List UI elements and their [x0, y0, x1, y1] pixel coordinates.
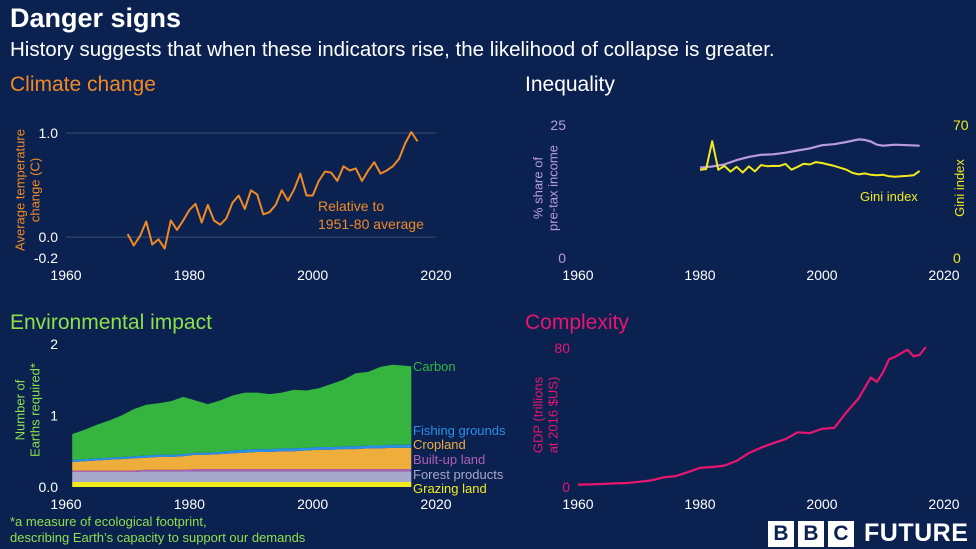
inequality-gini-line [699, 140, 921, 178]
environment-xtick-2000: 2000 [297, 496, 328, 512]
environment-label-carbon: Carbon [413, 359, 456, 374]
complexity-xtick-2020: 2020 [928, 496, 959, 512]
inequality-share-line [699, 138, 920, 169]
climate-annotation-line-2: 1951-80 average [318, 216, 424, 232]
complexity-line [577, 346, 927, 486]
environment-ylabel: Number of Earths required* [13, 363, 43, 457]
environment-ytick-1: 1 [50, 408, 58, 424]
environment-ytick-2: 2 [50, 336, 58, 352]
inequality-ytick-25: 25 [550, 117, 566, 133]
inequality-ytick-0: 0 [558, 250, 566, 266]
environment-area-grazing-land [72, 482, 412, 487]
future-wordmark: FUTURE [864, 519, 969, 547]
footnote-line-2: describing Earth’s capacity to support o… [10, 530, 306, 545]
complexity-ylabel-line-2: at 2016 $US) [546, 377, 561, 454]
environment-label-fishing-grounds: Fishing grounds [413, 423, 506, 438]
inequality-xtick-1960: 1960 [562, 267, 593, 283]
bbc-letter-3: C [828, 520, 854, 547]
complexity-xtick-1960: 1960 [562, 496, 593, 512]
bbc-future-logo: B B C FUTURE [768, 519, 968, 548]
environment-label-cropland: Cropland [413, 437, 466, 452]
environment-area-fishing-grounds [72, 444, 412, 462]
complexity-ytick-80: 80 [554, 340, 570, 356]
inequality-xtick-2000: 2000 [806, 267, 837, 283]
inequality-y2tick-70: 70 [953, 117, 969, 133]
complexity-title: Complexity [525, 311, 629, 334]
climate-line [126, 131, 419, 250]
climate-title: Climate change [10, 73, 156, 96]
climate-ylabel: Average temperature change (C) [13, 129, 43, 251]
climate-ylabel-line-2: change (C) [28, 158, 43, 222]
environment-ytick-0: 0.0 [39, 479, 59, 495]
environment-xtick-2020: 2020 [420, 496, 451, 512]
inequality-ylabel-line-1: % share of [531, 157, 546, 220]
environment-area-forest-products [72, 471, 412, 482]
climate-xtick-1960: 1960 [50, 267, 81, 283]
bbc-letter-1: B [768, 520, 794, 547]
inequality-y2label: Gini index [952, 159, 967, 217]
page-subtitle: History suggests that when these indicat… [10, 38, 775, 61]
climate-xtick-2000: 2000 [297, 267, 328, 283]
environment-xtick-1960: 1960 [50, 496, 81, 512]
climate-ytick-0: -0.2 [34, 250, 58, 266]
inequality-xtick-1980: 1980 [684, 267, 715, 283]
environment-label-grazing-land: Grazing land [413, 481, 487, 496]
climate-ytick-2: 1.0 [39, 125, 59, 141]
bbc-letter-2: B [798, 520, 824, 547]
complexity-xtick-1980: 1980 [684, 496, 715, 512]
environment-xtick-1980: 1980 [174, 496, 205, 512]
inequality-ylabel-line-2: pre-tax income [546, 145, 561, 231]
footnote-line-1: *a measure of ecological footprint, [10, 514, 207, 529]
environment-title: Environmental impact [10, 311, 212, 334]
complexity-ylabel-line-1: GDP (trillions [531, 376, 546, 453]
climate-ytick-1: 0.0 [39, 229, 59, 245]
environment-area-cropland [72, 447, 412, 471]
climate-xtick-2020: 2020 [420, 267, 451, 283]
environment-label-built-up-land: Built-up land [413, 452, 485, 467]
inequality-gini-label: Gini index [860, 189, 918, 204]
environment-ylabel-line-2: Earths required* [28, 363, 43, 457]
environment-ylabel-line-1: Number of [13, 379, 28, 440]
environment-area-built-up-land [72, 469, 412, 472]
climate-xtick-1980: 1980 [174, 267, 205, 283]
climate-annotation-line-1: Relative to [318, 198, 384, 214]
footnote: *a measure of ecological footprint, desc… [10, 514, 305, 546]
inequality-y2tick-0: 0 [953, 250, 961, 266]
inequality-y2label-text: Gini index [952, 159, 967, 217]
complexity-xtick-2000: 2000 [806, 496, 837, 512]
environment-area-carbon [72, 364, 412, 460]
inequality-title: Inequality [525, 73, 615, 96]
complexity-ylabel: GDP (trillions at 2016 $US) [531, 376, 561, 453]
inequality-xtick-2020: 2020 [928, 267, 959, 283]
environment-label-forest-products: Forest products [413, 467, 504, 482]
climate-ylabel-line-1: Average temperature [13, 129, 28, 251]
inequality-ylabel: % share of pre-tax income [531, 145, 561, 231]
page-title: Danger signs [10, 3, 182, 33]
complexity-ytick-0: 0 [562, 479, 570, 495]
